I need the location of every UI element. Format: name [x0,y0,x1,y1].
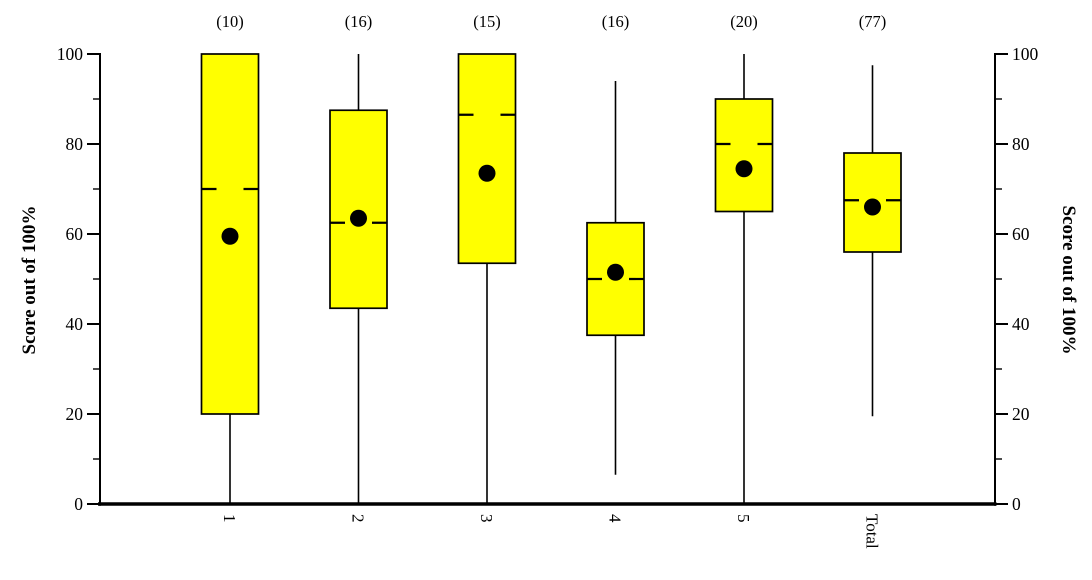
right-y-tick-label: 100 [1012,44,1039,64]
mean-dot [221,227,239,245]
count-label: (16) [345,12,373,31]
mean-dot [735,160,753,178]
left-y-tick-label: 100 [57,44,84,64]
box-plot-group [586,81,645,475]
box-plot-group [329,54,388,504]
left-y-tick-label: 80 [66,134,84,154]
mean-dot [350,209,367,227]
mean-dot [478,164,496,182]
box-rect [329,109,388,310]
mean-dot [607,263,624,281]
category-label: Total [863,514,882,549]
right-y-tick-label: 20 [1012,404,1030,424]
left-y-tick-label: 40 [66,314,84,334]
right-y-tick-label: 40 [1012,314,1030,334]
category-label: 5 [734,514,753,523]
left-y-axis-title: Score out of 100% [19,205,40,355]
left-y-tick-label: 60 [66,224,84,244]
count-label: (16) [602,12,630,31]
count-label: (10) [216,12,244,31]
right-y-tick-label: 0 [1012,494,1021,514]
right-y-tick-label: 80 [1012,134,1030,154]
box-plot-group [714,54,774,504]
left-y-tick-label: 20 [66,404,84,424]
count-label: (77) [859,12,887,31]
box-plot-group [200,53,260,504]
right-y-tick-label: 60 [1012,224,1030,244]
category-label: 2 [349,514,368,523]
count-label: (15) [473,12,501,31]
category-label: 1 [220,514,239,523]
box-plot-group [457,53,517,504]
mean-dot [864,198,881,216]
count-label: (20) [730,12,758,31]
box-rect [457,53,517,265]
category-label: 3 [477,514,496,523]
left-y-tick-label: 0 [74,494,83,514]
right-y-axis-title: Score out of 100% [1058,205,1079,355]
box-rect [714,98,774,213]
category-label: 4 [606,514,625,523]
box-plot-group [843,65,902,417]
